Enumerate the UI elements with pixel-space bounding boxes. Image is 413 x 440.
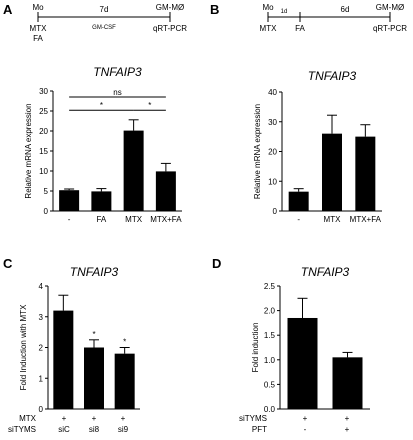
chart-c-ytick-label-2: 2: [39, 344, 44, 353]
panel-c-mtx-2: +: [92, 414, 97, 423]
chart-d-ylabel: Fold induction: [251, 323, 260, 373]
chart-c-ytick-label-0: 0: [39, 405, 44, 414]
chart-a-bar-3: [155, 171, 176, 211]
chart-c-ytick-label-4: 4: [39, 282, 44, 291]
chart-d-ytick-label-3: 1.5: [264, 331, 276, 340]
chart-b-xlabel-1: MTX: [324, 215, 342, 224]
chart-d-bar-0: [287, 317, 318, 409]
panel-d-si-2: +: [345, 414, 350, 423]
chart-b-xlabel-0: -: [297, 215, 300, 224]
chart-b-xlabel-2: MTX+FA: [350, 215, 382, 224]
chart-b-ytick-label-1: 10: [268, 177, 277, 186]
chart-c-bar-0: [53, 310, 74, 409]
timeline-a-mo: Mo: [32, 3, 44, 12]
timeline-a-gm: GM-MØ: [156, 3, 184, 12]
panel-label-a: A: [3, 2, 13, 17]
chart-c-ytick-label-3: 3: [39, 313, 44, 322]
chart-b-bar-2: [355, 136, 376, 211]
chart-a-bar-0: [59, 190, 80, 211]
timeline-b: Mo 1d 6d GM-MØ MTX FA qRT-PCR: [260, 3, 408, 33]
chart-d-title: TNFAIP3: [301, 265, 350, 279]
chart-b-ytick-label-4: 40: [268, 88, 277, 97]
chart-a-bar-2: [123, 130, 144, 211]
chart-a-bar-1: [91, 191, 112, 211]
timeline-a-mtx: MTX: [30, 24, 48, 33]
panel-d-row-label-pft: PFT: [252, 425, 267, 434]
panel-label-b: B: [210, 2, 219, 17]
chart-a-bracket-label-1: *: [100, 101, 103, 110]
timeline-b-mo: Mo: [262, 3, 274, 12]
timeline-b-d1: 1d: [281, 9, 288, 15]
chart-a-ytick-label-1: 5: [44, 187, 49, 196]
timeline-a-treatment: GM-CSF: [92, 25, 116, 31]
chart-b: TNFAIP3 0 10 20 30 40 Relative mRNA expression…: [253, 69, 382, 224]
timeline-b-d2: 6d: [341, 5, 350, 14]
chart-d-ytick-label-1: 0.5: [264, 380, 276, 389]
chart-a-ytick-label-3: 15: [39, 147, 48, 156]
chart-d-ytick-label-5: 2.5: [264, 282, 276, 291]
panel-c-si-1: siC: [58, 425, 70, 434]
panel-c-row-label-mtx: MTX: [19, 414, 37, 423]
chart-b-title: TNFAIP3: [308, 69, 357, 83]
chart-c: TNFAIP3 0 1 2 3 4 Fold Induction with MTX * *: [19, 265, 140, 414]
panel-d-pft-1: -: [304, 425, 307, 434]
panel-label-d: D: [212, 256, 221, 271]
chart-a-bracket-label-0: ns: [113, 88, 121, 97]
chart-a-bracket-label-2: *: [148, 101, 151, 110]
panel-c-mtx-3: +: [121, 414, 126, 423]
timeline-a-fa: FA: [33, 34, 43, 43]
chart-a-xlabel-0: -: [68, 215, 71, 224]
panel-c-mtx-1: +: [62, 414, 67, 423]
chart-b-ylabel: Relative mRNA expression: [253, 104, 262, 199]
chart-a-ytick-label-5: 25: [39, 107, 48, 116]
chart-a-ytick-label-0: 0: [44, 207, 49, 216]
chart-a-ytick-label-6: 30: [39, 87, 48, 96]
chart-b-bar-1: [322, 133, 342, 211]
chart-a-title: TNFAIP3: [93, 65, 142, 79]
panel-d-pft-2: +: [345, 425, 350, 434]
timeline-a: Mo 7d GM-MØ MTX FA GM-CSF qRT-PCR: [30, 3, 188, 43]
chart-c-ytick-label-1: 1: [39, 374, 44, 383]
chart-a: TNFAIP3 0 5 10 15 20 25 30 Relative mRNA express…: [24, 65, 182, 224]
timeline-b-gm: GM-MØ: [376, 3, 404, 12]
chart-b-ytick-label-3: 30: [268, 118, 277, 127]
panel-d-si-1: +: [303, 414, 308, 423]
chart-a-xlabel-1: FA: [96, 215, 106, 224]
timeline-b-fa: FA: [295, 24, 305, 33]
chart-a-ytick-label-2: 10: [39, 167, 48, 176]
chart-d: TNFAIP3 0.0 0.5 1.0 1.5 2.0 2.5 Fold induction: [251, 265, 370, 414]
panel-c-si-2: si8: [89, 425, 100, 434]
panel-d-condition-rows: siTYMS PFT + + - +: [239, 414, 350, 434]
chart-b-bar-0: [288, 191, 309, 211]
timeline-b-qrt: qRT-PCR: [373, 24, 407, 33]
chart-a-ylabel: Relative mRNA expression: [24, 103, 33, 198]
panel-d-row-label-sitymS: siTYMS: [239, 414, 267, 423]
chart-c-ylabel: Fold Induction with MTX: [19, 304, 28, 390]
timeline-b-mtx: MTX: [260, 24, 278, 33]
chart-d-bar-1: [332, 357, 363, 409]
chart-d-ytick-label-4: 2.0: [264, 307, 276, 316]
chart-a-xlabel-3: MTX+FA: [150, 215, 182, 224]
chart-c-star-2: *: [123, 338, 126, 347]
chart-b-ytick-label-0: 0: [273, 207, 278, 216]
panel-c-row-label-sitymS: siTYMS: [8, 425, 36, 434]
chart-d-ytick-label-0: 0.0: [264, 405, 276, 414]
panel-c-condition-rows: MTX siTYMS + + + siC si8 si9: [8, 414, 129, 434]
chart-a-ytick-label-4: 20: [39, 127, 48, 136]
chart-b-ytick-label-2: 20: [268, 148, 277, 157]
chart-c-bar-2: [114, 353, 135, 409]
panel-label-c: C: [3, 256, 13, 271]
chart-d-ytick-label-2: 1.0: [264, 356, 276, 365]
chart-a-xlabel-2: MTX: [125, 215, 143, 224]
timeline-a-qrt: qRT-PCR: [153, 24, 187, 33]
panel-c-si-3: si9: [118, 425, 129, 434]
chart-c-bar-1: [84, 347, 104, 409]
timeline-a-duration: 7d: [100, 5, 109, 14]
chart-c-star-1: *: [92, 330, 95, 339]
chart-c-title: TNFAIP3: [70, 265, 119, 279]
